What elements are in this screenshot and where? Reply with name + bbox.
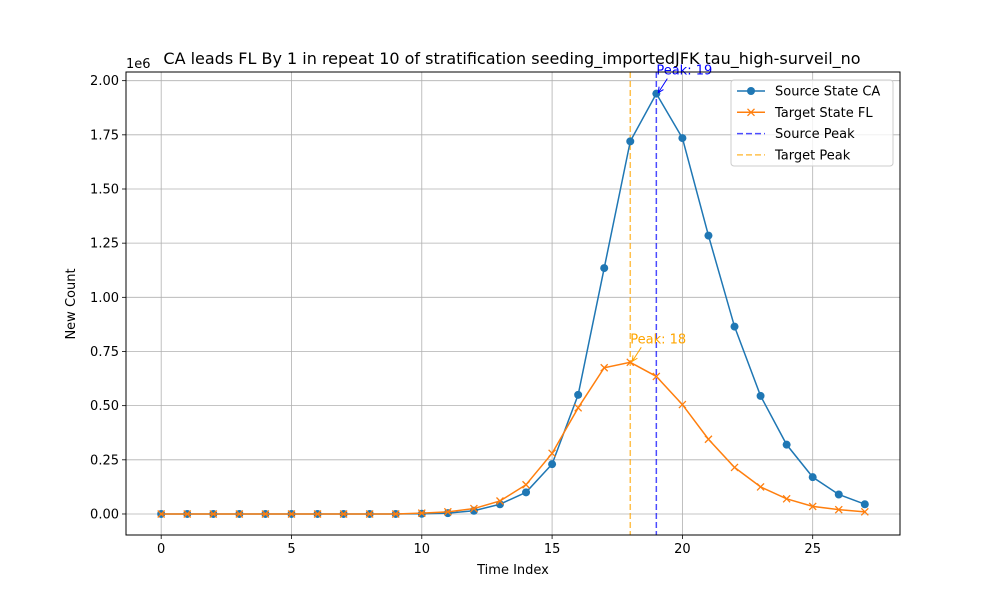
plot-area-frame — [125, 71, 901, 536]
annotation-label: Peak: 19 — [656, 64, 712, 79]
series-line — [161, 361, 865, 515]
annotation-arrow — [631, 347, 642, 362]
legend-marker — [747, 108, 755, 117]
annotation-arrow — [657, 78, 668, 93]
data-point — [261, 510, 270, 518]
data-point — [704, 231, 713, 240]
legend-marker — [747, 87, 755, 95]
y-tick-label: 1.50 — [90, 182, 119, 197]
data-point — [678, 400, 687, 409]
data-point — [548, 449, 557, 458]
annotation-arrowhead — [657, 86, 664, 94]
legend-label: Source Peak — [775, 127, 855, 142]
data-point — [652, 372, 661, 381]
data-point — [339, 510, 348, 518]
reference-lines — [629, 72, 658, 535]
legend-box — [730, 79, 894, 167]
y-tick-label: 1.75 — [90, 128, 119, 143]
y-axis-label: New Count — [64, 268, 79, 339]
data-point — [808, 473, 817, 482]
y-tick-label: 1.25 — [90, 237, 119, 252]
data-point — [469, 504, 478, 513]
data-point — [834, 490, 843, 499]
data-point — [313, 510, 322, 518]
x-axis-label: Time Index — [476, 563, 549, 578]
legend-item: Target State FL — [737, 106, 873, 121]
data-point — [600, 264, 609, 273]
x-tick-label: 25 — [804, 542, 821, 557]
series-layer — [157, 89, 869, 518]
grid-lines — [126, 72, 900, 535]
data-point — [600, 363, 609, 372]
chart-title: CA leads FL By 1 in repeat 10 of stratif… — [163, 49, 860, 69]
annotation-label: Peak: 18 — [630, 332, 686, 347]
data-point — [157, 510, 166, 518]
data-point — [756, 482, 765, 491]
data-point — [209, 510, 218, 518]
y-tick-label: 2.00 — [90, 74, 119, 89]
y-tick-label: 0.25 — [90, 453, 119, 468]
data-point — [574, 390, 583, 399]
x-tick-label: 0 — [157, 542, 165, 557]
series-target — [157, 358, 869, 518]
data-point — [365, 510, 374, 518]
x-tick-label: 20 — [674, 542, 691, 557]
legend-item: Source Peak — [737, 127, 855, 142]
data-point — [183, 510, 192, 518]
y-tick-label: 1.00 — [90, 291, 119, 306]
data-point — [548, 460, 557, 469]
x-tick-label: 10 — [414, 542, 431, 557]
legend-label: Target Peak — [774, 148, 851, 163]
data-point — [860, 507, 869, 516]
data-point — [443, 509, 452, 518]
data-point — [287, 510, 296, 518]
legend: Source State CA Target State FL Source Pea… — [730, 79, 894, 167]
y-tick-label: 0.50 — [90, 399, 119, 414]
x-tick-label: 15 — [544, 542, 561, 557]
legend-label: Source State CA — [775, 85, 880, 100]
legend-label: Target State FL — [774, 106, 873, 121]
data-point — [704, 435, 713, 444]
data-point — [782, 440, 791, 449]
annotation-arrowhead — [631, 355, 638, 363]
data-point — [626, 137, 635, 146]
data-point — [808, 502, 817, 511]
data-point — [860, 500, 869, 509]
data-point — [730, 322, 739, 331]
data-point — [235, 510, 244, 518]
data-point — [522, 480, 530, 489]
data-point — [834, 505, 843, 514]
legend-item: Target Peak — [737, 148, 851, 163]
annotations: Peak: 19 Peak: 18 — [630, 64, 712, 363]
legend-item: Source State CA — [737, 85, 880, 100]
data-point — [391, 510, 400, 518]
data-point — [782, 494, 791, 503]
y-tick-label: 0.75 — [90, 345, 119, 360]
data-point — [443, 507, 452, 516]
data-point — [496, 497, 504, 505]
data-point — [574, 403, 583, 412]
x-tick-label: 5 — [287, 542, 295, 557]
data-point — [522, 488, 531, 497]
y-axis-offset-label: 1e6 — [126, 57, 151, 72]
data-point — [678, 134, 687, 143]
axis-ticks: 0 5 10 15 20 25 0.00 0.25 0.50 0.75 1.00 1.25 1.50 1.… — [90, 74, 821, 557]
y-tick-label: 0.00 — [90, 507, 119, 522]
data-point — [756, 391, 765, 400]
data-point — [730, 463, 739, 472]
data-point — [417, 509, 426, 518]
